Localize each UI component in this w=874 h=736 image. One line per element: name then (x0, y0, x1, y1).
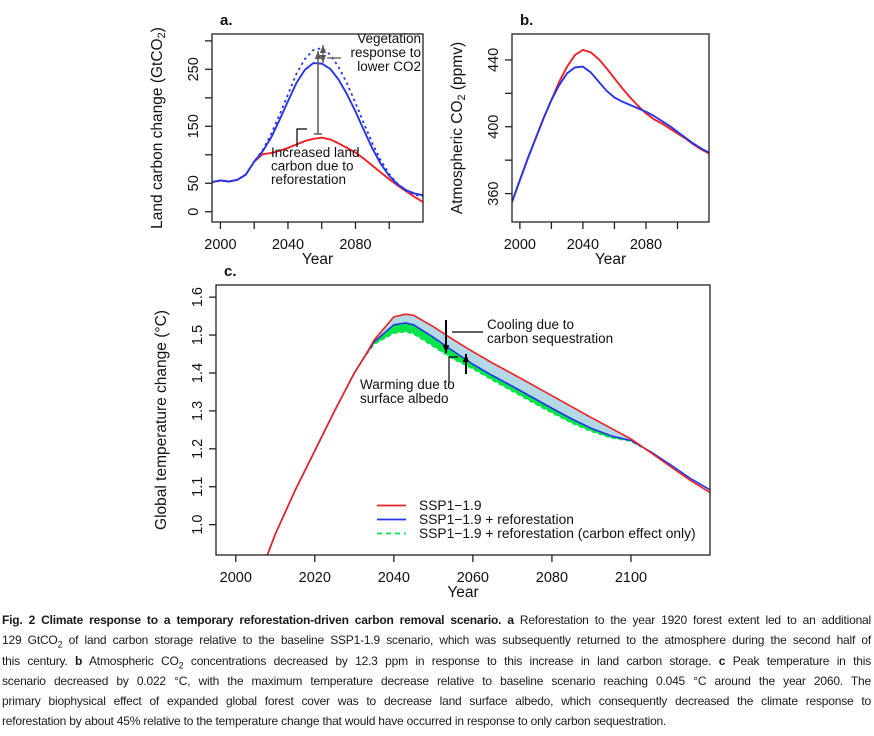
y-tick-label: 400 (486, 115, 502, 139)
y-tick-label: 250 (186, 57, 202, 81)
panel-a: 2000 2040 2080 0 50 150 250 Year Land carbon cha… (149, 12, 424, 268)
y-axis-label: Atmospheric CO2 (ppmv) (449, 42, 468, 214)
figure-caption: Fig. 2 Climate response to a temporary r… (2, 610, 871, 732)
temp-reforestation-carbon-only-line (266, 330, 710, 555)
annotation-text: Increased land (271, 145, 360, 160)
caption-line: Fig. 2 Climate response to a temporary r… (2, 613, 871, 627)
arrowhead (319, 45, 327, 53)
arrowhead (314, 51, 322, 59)
legend-label: SSP1−1.9 + reforestation (419, 512, 574, 527)
annotation-line (296, 128, 307, 147)
arrowhead (319, 55, 327, 63)
panel-letter: b. (520, 12, 533, 29)
figure-canvas: 2000 2040 2080 0 50 150 250 Year Land carbon cha… (149, 12, 711, 601)
y-tick-label: 1.5 (190, 325, 206, 345)
annotation-text: carbon due to (271, 159, 354, 174)
plot-border (511, 33, 710, 223)
x-axis-label: Year (447, 584, 478, 601)
arrowhead (462, 354, 470, 362)
panel-b: 2000 2040 2080 360 400 440 Year Atmospheric CO2… (449, 12, 710, 268)
plot-area (266, 313, 710, 555)
annotation-text: Vegetation (357, 31, 421, 46)
panel-c: 2000 2020 2040 2060 2080 2100 1.0 1.1 1.2 1.3 1.4 1… (153, 263, 711, 601)
y-tick-label: 1.2 (190, 439, 206, 459)
x-tick-label: 2040 (567, 237, 599, 253)
caption-line: 129 GtCO2 of land carbon storage relativ… (2, 633, 871, 650)
y-tick-label: 360 (486, 181, 502, 205)
x-tick-label: 2040 (272, 237, 304, 253)
x-tick-label: 2080 (536, 570, 568, 586)
legend-label: SSP1−1.9 (419, 498, 482, 513)
annotation-text: reforestation (271, 172, 346, 187)
co2-reforestation-line (512, 65, 709, 203)
annotation-text: carbon sequestration (487, 331, 613, 346)
y-tick-label: 440 (486, 48, 502, 72)
x-tick-label: 2000 (204, 237, 236, 253)
x-axis-label: Year (302, 251, 333, 268)
y-axis-label: Land carbon change (GtCO2) (149, 27, 168, 229)
y-axis-label: Global temperature change (°C) (153, 310, 170, 530)
x-tick-label: 2000 (220, 570, 252, 586)
x-tick-label: 2020 (299, 570, 331, 586)
x-tick-label: 2060 (457, 570, 489, 586)
y-tick-label: 1.0 (190, 515, 206, 535)
x-tick-label: 2080 (630, 237, 662, 253)
panel-letter: a. (220, 12, 233, 29)
legend-label: SSP1−1.9 + reforestation (carbon effect … (419, 526, 696, 541)
caption-line: scenario decreased by 0.022 °C, with the… (2, 673, 871, 688)
y-tick-label: 0 (186, 208, 202, 216)
x-axis-label: Year (595, 251, 626, 268)
y-tick-label: 1.3 (190, 401, 206, 421)
x-tick-label: 2100 (615, 570, 647, 586)
annotation-text: Warming due to (360, 377, 455, 392)
annotation-text: surface albedo (360, 391, 449, 406)
y-tick-label: 1.1 (190, 477, 206, 497)
y-tick-label: 1.4 (190, 363, 206, 383)
plot-area (512, 48, 709, 203)
annotation-text: Cooling due to (487, 317, 574, 332)
x-tick-label: 2040 (378, 570, 410, 586)
caption-line: primary biophysical effect of expanded g… (2, 694, 871, 709)
plot-border (215, 284, 711, 556)
panel-letter: c. (224, 263, 237, 280)
caption-line: reforestation by about 45% relative to t… (2, 714, 667, 729)
y-tick-label: 50 (186, 175, 202, 191)
x-tick-label: 2000 (504, 237, 536, 253)
y-tick-label: 150 (186, 114, 202, 138)
y-tick-label: 1.6 (190, 287, 206, 307)
annotation-text: lower CO2 (357, 59, 421, 74)
temp-baseline-ssp119-line (266, 313, 710, 555)
plot-border (211, 33, 424, 223)
annotation-line (448, 356, 458, 385)
annotation-text: response to (350, 45, 421, 60)
arrowhead (442, 345, 450, 353)
x-tick-label: 2080 (339, 237, 371, 253)
caption-line: this century. b Atmospheric CO2 concentr… (2, 653, 872, 670)
